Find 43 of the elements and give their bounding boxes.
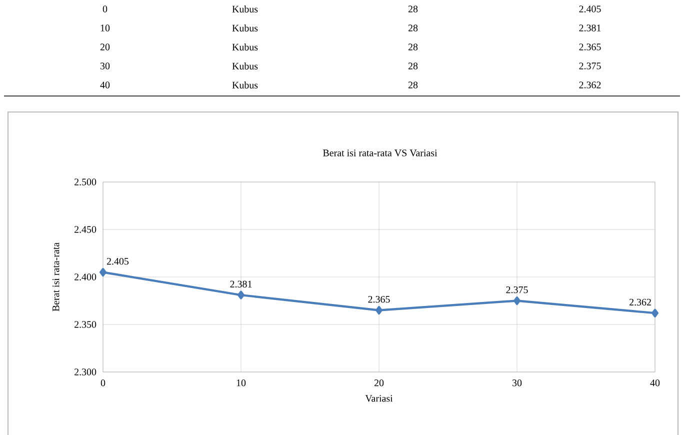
point: [238, 290, 245, 300]
text: Kubus: [232, 43, 258, 50]
point: [514, 296, 521, 306]
point: [652, 308, 659, 318]
text: 10: [100, 24, 110, 32]
text: Kubus: [232, 62, 258, 70]
text: 20: [100, 44, 110, 50]
text: 0: [102, 6, 108, 12]
x-tick-label: 40: [650, 380, 660, 386]
x-axis-title: Variasi: [365, 395, 393, 402]
data-label: 2.365: [368, 296, 390, 303]
data-label: 2.375: [506, 286, 528, 294]
y-tick-label: 2.450: [74, 226, 96, 233]
text: 2.381: [579, 24, 601, 32]
y-tick-label: 2.350: [74, 321, 96, 328]
text: 28: [408, 62, 418, 70]
chart-title: Berat isi rata-rata VS Variasi: [323, 150, 438, 156]
text: 28: [408, 82, 418, 88]
text: 2.405: [579, 6, 601, 12]
data-label: 2.381: [230, 280, 252, 288]
point: [376, 306, 383, 315]
text: 28: [408, 6, 418, 12]
text: Kubus: [232, 5, 258, 12]
x-tick-label: 10: [236, 380, 246, 386]
y-tick-label: 2.300: [74, 368, 96, 376]
x-tick-label: 30: [512, 380, 522, 386]
x-tick-label: 0: [100, 380, 106, 386]
text: Kubus: [232, 24, 258, 32]
data-label: 2.362: [630, 298, 651, 306]
text: 30: [100, 62, 110, 70]
text: 28: [408, 44, 418, 50]
y-axis-title: Berat isi rata-rata: [52, 242, 60, 312]
x-tick-label: 20: [374, 380, 384, 386]
point: [100, 268, 107, 277]
y-tick-label: 2.400: [74, 274, 96, 280]
data-label: 2.405: [106, 258, 129, 265]
text: 28: [408, 24, 418, 32]
text: 40: [100, 82, 110, 88]
y-tick-label: 2.500: [74, 178, 96, 186]
text: 2.362: [579, 82, 601, 88]
text: Kubus: [232, 81, 258, 88]
text: 2.375: [579, 62, 601, 70]
text: 2.365: [579, 44, 601, 50]
